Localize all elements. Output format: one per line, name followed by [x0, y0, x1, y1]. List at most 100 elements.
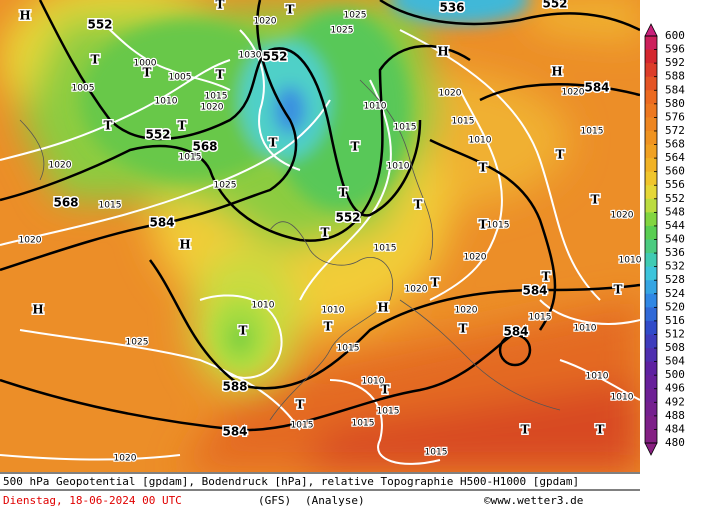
isobar-label: 1030 — [239, 51, 262, 61]
footer-date: Dienstag, 18-06-2024 00 UTC — [3, 494, 182, 507]
colorbar-segment — [645, 49, 657, 64]
pressure-center: H — [377, 301, 388, 315]
footer-site: ©www.wetter3.de — [484, 494, 583, 507]
isobar-label: 1015 — [352, 419, 375, 429]
colorbar-arrow — [644, 442, 658, 456]
footer-description: 500 hPa Geopotential [gpdam], Bodendruck… — [3, 475, 579, 488]
colorbar-segment — [645, 361, 657, 376]
colorbar-label: 568 — [665, 138, 685, 151]
isobar-label: 1015 — [452, 117, 475, 127]
colorbar-label: 572 — [665, 124, 685, 137]
pressure-center: H — [437, 45, 448, 59]
isobar-label: 1020 — [405, 285, 428, 295]
pressure-center: T — [321, 226, 330, 240]
map-area — [0, 0, 640, 472]
isobar-label: 1020 — [455, 306, 478, 316]
colorbar-label: 508 — [665, 341, 685, 354]
isobar-label: 1020 — [562, 88, 585, 98]
isobar-label: 1020 — [19, 236, 42, 246]
footer-mode: (Analyse) — [305, 494, 365, 507]
colorbar-label: 548 — [665, 205, 685, 218]
colorbar-label: 528 — [665, 273, 685, 286]
isobar-label: 1015 — [179, 153, 202, 163]
isobar-label: 1020 — [439, 89, 462, 99]
isobar-label: 1010 — [469, 136, 492, 146]
colorbar-label: 576 — [665, 110, 685, 123]
pressure-center: T — [479, 161, 488, 175]
isobar-label: 1010 — [586, 372, 609, 382]
contour-label: 568 — [53, 196, 78, 210]
pressure-center: H — [551, 65, 562, 79]
pressure-center: T — [381, 383, 390, 397]
colorbar-label: 512 — [665, 327, 685, 340]
contour-label: 568 — [192, 140, 217, 154]
colorbar-label: 560 — [665, 165, 685, 178]
isobar-label: 1020 — [114, 454, 137, 464]
pressure-center: T — [296, 398, 305, 412]
isobar-label: 1015 — [425, 448, 448, 458]
colorbar-label: 516 — [665, 314, 685, 327]
pressure-center: T — [91, 53, 100, 67]
contour-label: 584 — [149, 216, 174, 230]
colorbar-segment — [645, 293, 657, 308]
isobar-label: 1000 — [134, 59, 157, 69]
isobar-label: 1020 — [464, 253, 487, 263]
pressure-center: T — [414, 198, 423, 212]
isobar-label: 1010 — [611, 393, 634, 403]
colorbar-segment — [645, 185, 657, 200]
isobar-label: 1010 — [364, 102, 387, 112]
colorbar-segment — [645, 429, 657, 444]
isobar-label: 1025 — [344, 11, 367, 21]
footer-model: (GFS) — [258, 494, 291, 507]
contour-label: 552 — [145, 128, 170, 142]
colorbar-segment — [645, 266, 657, 281]
colorbar-label: 596 — [665, 43, 685, 56]
colorbar-segment — [645, 76, 657, 91]
isobar-label: 1005 — [72, 84, 95, 94]
colorbar-segment — [645, 375, 657, 390]
pressure-center: H — [179, 238, 190, 252]
pressure-center: T — [178, 119, 187, 133]
contour-label: 536 — [439, 1, 464, 15]
isobar-label: 1010 — [322, 306, 345, 316]
colorbar-segment — [645, 225, 657, 240]
isobar-label: 1025 — [126, 338, 149, 348]
isobar-label: 1015 — [394, 123, 417, 133]
colorbar-label: 536 — [665, 246, 685, 259]
colorbar-label: 556 — [665, 178, 685, 191]
isobar-label: 1010 — [619, 256, 642, 266]
colorbar-segment — [645, 63, 657, 78]
contour-label: 552 — [335, 211, 360, 225]
pressure-center: T — [351, 140, 360, 154]
pressure-center: T — [556, 148, 565, 162]
pressure-center: T — [216, 68, 225, 82]
contour-label: 584 — [584, 81, 609, 95]
isobar-label: 1025 — [214, 181, 237, 191]
colorbar-label: 540 — [665, 233, 685, 246]
isobar-label: 1020 — [49, 161, 72, 171]
pressure-center: T — [614, 283, 623, 297]
colorbar-label: 584 — [665, 83, 685, 96]
isobar-label: 1020 — [201, 103, 224, 113]
pressure-center: T — [269, 136, 278, 150]
colorbar-label: 552 — [665, 192, 685, 205]
pressure-center: T — [339, 186, 348, 200]
colorbar-label: 588 — [665, 70, 685, 83]
pressure-center: T — [239, 324, 248, 338]
isobar-label: 1015 — [377, 407, 400, 417]
colorbar-label: 484 — [665, 422, 685, 435]
pressure-center: T — [459, 322, 468, 336]
contour-label: 552 — [262, 50, 287, 64]
contour-label: 584 — [503, 325, 528, 339]
colorbar-segment — [645, 212, 657, 227]
pressure-center: T — [431, 276, 440, 290]
colorbar-segment — [645, 415, 657, 430]
colorbar-segment — [645, 388, 657, 403]
colorbar-label: 600 — [665, 29, 685, 42]
pressure-center: H — [32, 303, 43, 317]
colorbar-segment — [645, 348, 657, 363]
pressure-center: T — [143, 66, 152, 80]
colorbar-segment — [645, 320, 657, 335]
isobar-label: 1015 — [374, 244, 397, 254]
